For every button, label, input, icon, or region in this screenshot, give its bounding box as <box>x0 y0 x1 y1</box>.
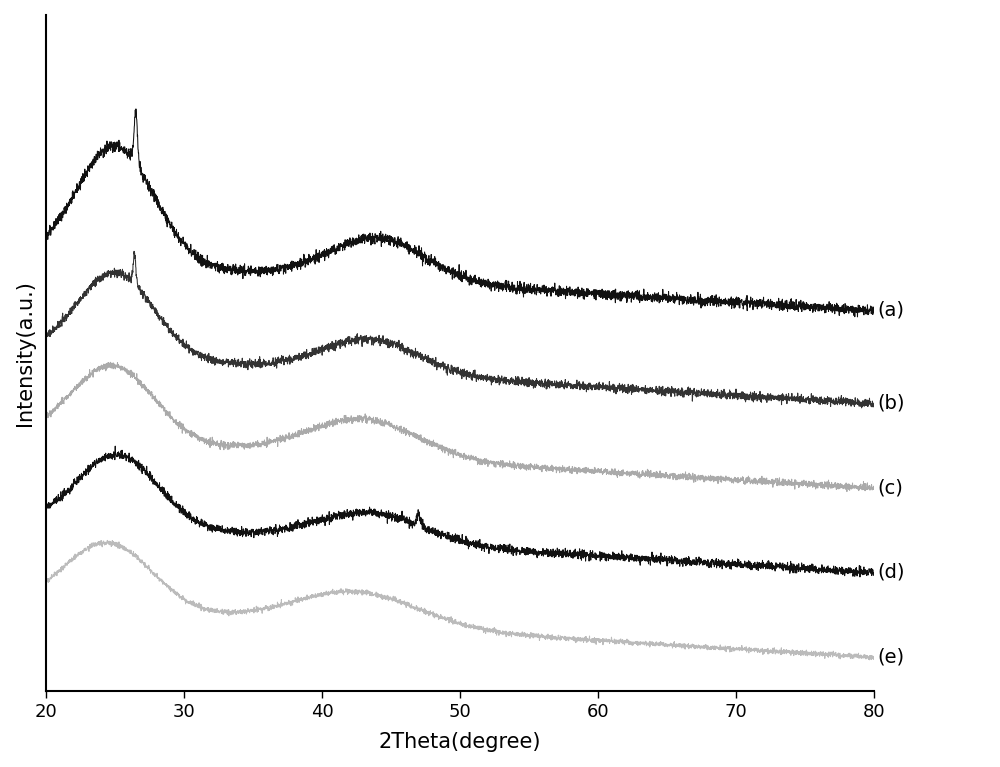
Y-axis label: Intensity(a.u.): Intensity(a.u.) <box>15 280 35 426</box>
X-axis label: 2Theta(degree): 2Theta(degree) <box>379 732 541 752</box>
Text: (c): (c) <box>878 478 904 497</box>
Text: (a): (a) <box>878 301 905 320</box>
Text: (d): (d) <box>878 562 905 581</box>
Text: (b): (b) <box>878 393 905 413</box>
Text: (e): (e) <box>878 647 905 667</box>
